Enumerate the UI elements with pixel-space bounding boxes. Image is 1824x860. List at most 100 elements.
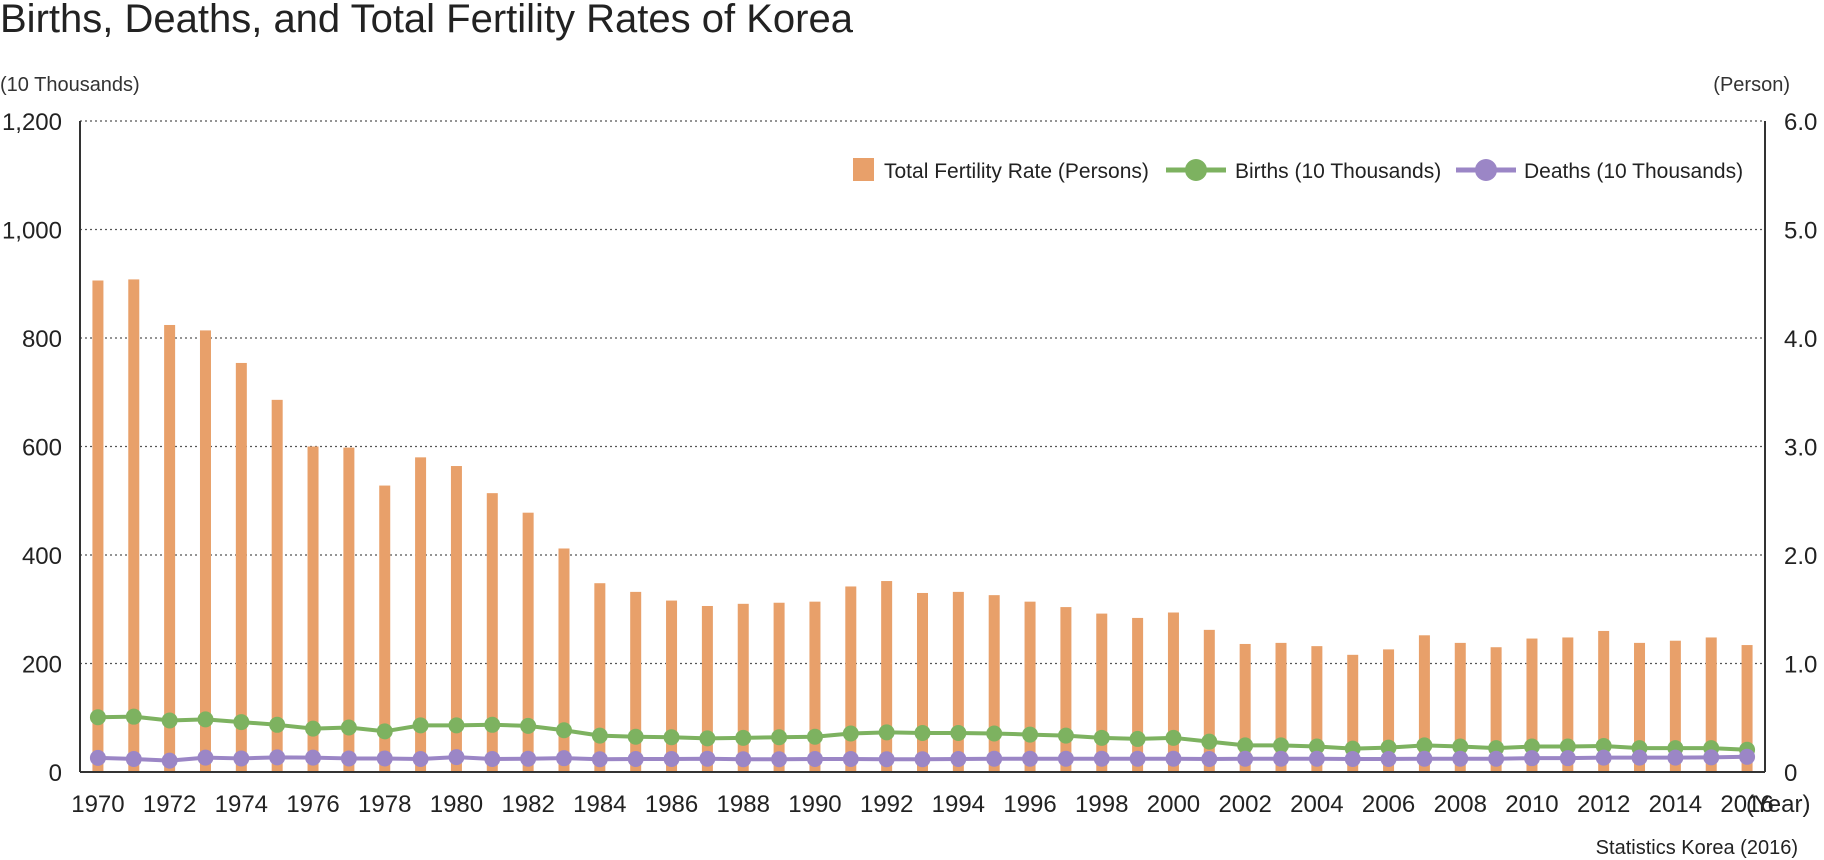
deaths-point: [1129, 750, 1146, 767]
legend-swatch-fertility: [853, 158, 874, 181]
line-series: [89, 708, 1756, 769]
deaths-point: [197, 749, 214, 766]
fertility-bar: [522, 512, 534, 772]
fertility-bar: [952, 591, 964, 772]
x-tick-label: 2008: [1434, 791, 1487, 818]
deaths-point: [1523, 750, 1540, 767]
deaths-point: [484, 750, 501, 767]
x-tick-label: 1974: [215, 791, 268, 818]
fertility-bar: [1167, 612, 1179, 772]
births-point: [555, 722, 572, 739]
fertility-bar: [128, 279, 140, 772]
fertility-bar: [164, 324, 176, 772]
fertility-bar: [988, 595, 1000, 772]
x-tick-label: 1994: [932, 791, 985, 818]
deaths-point: [125, 750, 142, 767]
fertility-bar: [666, 600, 678, 772]
chart-title: Births, Deaths, and Total Fertility Rate…: [0, 0, 854, 41]
fertility-bar: [809, 601, 821, 772]
deaths-point: [806, 750, 823, 767]
deaths-point: [986, 750, 1003, 767]
x-tick-label: 1984: [573, 791, 626, 818]
births-point: [1308, 738, 1325, 755]
x-tick-label: 1978: [358, 791, 411, 818]
births-point: [269, 716, 286, 733]
left-tick-label: 1,200: [2, 109, 62, 136]
x-tick-label: 1990: [788, 791, 841, 818]
legend-label-births: Births (10 Thousands): [1235, 160, 1441, 183]
fertility-bar: [92, 280, 104, 772]
left-tick-label: 600: [22, 435, 62, 462]
left-tick-label: 0: [49, 760, 62, 787]
fertility-bar: [1705, 637, 1717, 772]
fertility-bar: [1562, 637, 1574, 772]
deaths-point: [842, 750, 859, 767]
fertility-bar: [1741, 645, 1753, 772]
deaths-point: [663, 750, 680, 767]
x-tick-label: 2006: [1362, 791, 1415, 818]
births-point: [1093, 729, 1110, 746]
births-point: [1273, 737, 1290, 754]
births-point: [305, 720, 322, 737]
fertility-bar: [1526, 638, 1538, 772]
right-tick-label: 6.0: [1784, 109, 1817, 136]
fertility-bar: [1239, 643, 1251, 772]
births-point: [1165, 729, 1182, 746]
deaths-point: [555, 750, 572, 767]
left-tick-label: 400: [22, 543, 62, 570]
births-point: [699, 730, 716, 747]
births-point: [842, 725, 859, 742]
x-tick-label: 2000: [1147, 791, 1200, 818]
deaths-point: [914, 751, 931, 768]
deaths-point: [771, 751, 788, 768]
fertility-bar: [307, 446, 319, 772]
deaths-point: [1057, 750, 1074, 767]
deaths-point: [1488, 750, 1505, 767]
fertility-bar: [271, 399, 283, 772]
fertility-bar: [881, 581, 893, 772]
x-tick-label: 1980: [430, 791, 483, 818]
fertility-bar: [773, 602, 785, 772]
deaths-point: [305, 749, 322, 766]
gridlines: [80, 120, 1765, 665]
right-tick-label: 0: [1784, 760, 1797, 787]
x-tick-label: 1976: [286, 791, 339, 818]
left-axis-ticks: 0 200 400 600 800 1,000 1,200: [2, 109, 62, 787]
x-tick-label: 2010: [1505, 791, 1558, 818]
births-point: [878, 724, 895, 741]
fertility-bars: [92, 279, 1753, 772]
x-tick-label: 1972: [143, 791, 196, 818]
fertility-bar: [630, 591, 642, 772]
deaths-point: [1416, 750, 1433, 767]
births-point: [1129, 730, 1146, 747]
births-point: [1237, 737, 1254, 754]
deaths-point: [950, 750, 967, 767]
fertility-bar: [1311, 646, 1323, 772]
deaths-point: [1273, 750, 1290, 767]
right-tick-label: 5.0: [1784, 218, 1817, 245]
births-point: [161, 712, 178, 729]
deaths-point: [1201, 750, 1218, 767]
fertility-bar: [1024, 601, 1036, 772]
births-point: [197, 711, 214, 728]
deaths-point: [591, 751, 608, 768]
fertility-bar: [1454, 642, 1466, 772]
deaths-point: [627, 750, 644, 767]
fertility-bar: [737, 603, 749, 772]
births-point: [125, 708, 142, 725]
x-tick-label: 2012: [1577, 791, 1630, 818]
left-tick-label: 800: [22, 326, 62, 353]
births-point: [1523, 738, 1540, 755]
births-point: [520, 717, 537, 734]
fertility-bar: [594, 583, 606, 772]
deaths-point: [340, 750, 357, 767]
x-tick-label: 1970: [71, 791, 124, 818]
births-point: [1201, 733, 1218, 750]
legend-label-fertility: Total Fertility Rate (Persons): [884, 160, 1149, 183]
deaths-point: [161, 752, 178, 769]
deaths-point: [376, 750, 393, 767]
fertility-bar: [235, 362, 247, 772]
deaths-point: [448, 749, 465, 766]
fertility-bar: [1634, 642, 1646, 772]
x-axis-ticks: 1970 1972 1974 1976 1978 1980 1982 1984 1986 1988…: [71, 791, 1774, 818]
